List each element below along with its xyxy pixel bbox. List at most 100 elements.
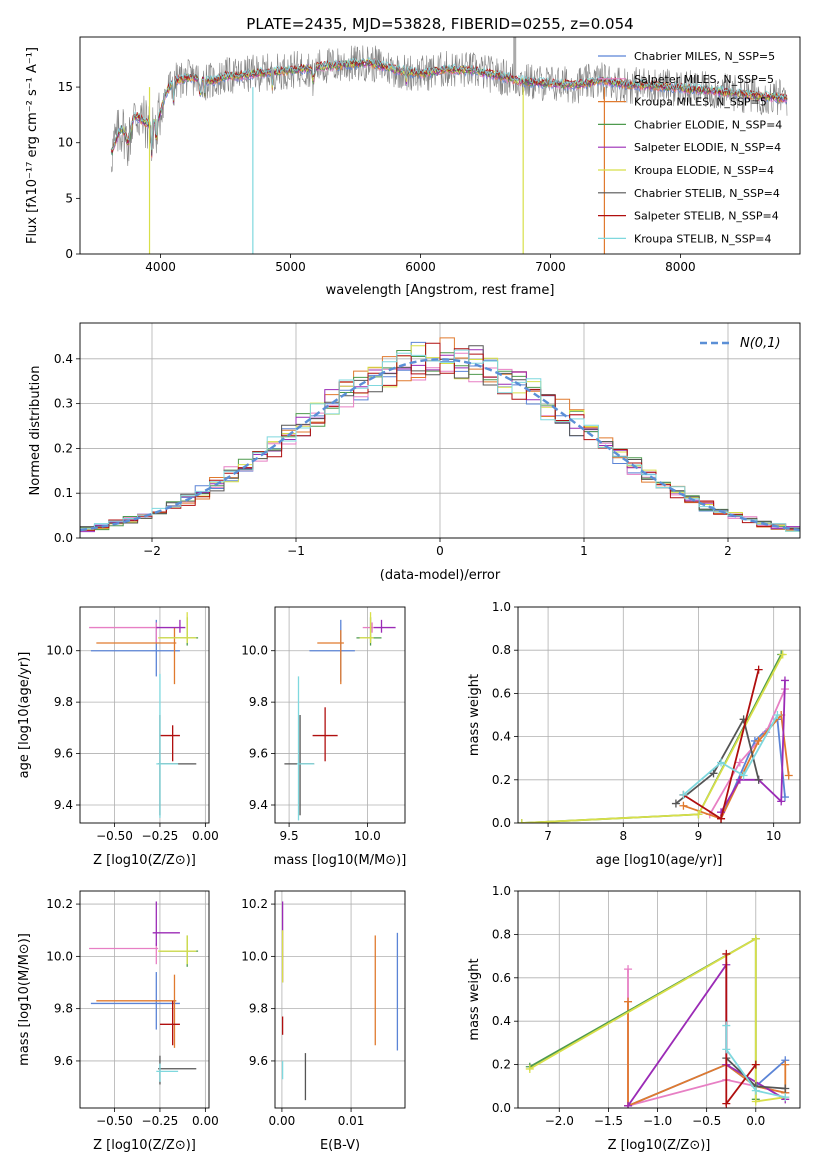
weight-line-kroupa-miles xyxy=(683,712,790,820)
x-tick-label: −0.50 xyxy=(96,829,133,843)
y-tick-label: 0 xyxy=(65,247,73,261)
weight-marker-kroupa-elodie xyxy=(751,934,760,943)
weight-marker-chabrier-stelib xyxy=(781,1084,790,1093)
y-tick-label: 0.0 xyxy=(54,531,73,545)
y-tick-label: 0.4 xyxy=(492,730,511,744)
y-tick-label: 0.2 xyxy=(492,1058,511,1072)
y-axis-label: age [log10(age/yr)] xyxy=(17,652,32,779)
weight-marker-kroupa-miles xyxy=(624,997,633,1006)
weight-marker-kroupa-stelib xyxy=(751,1086,760,1095)
weight-marker-kroupa-elodie xyxy=(751,1097,760,1106)
age-vs-mass-panel: 9.5 10.0 9.4 9.6 9.8 10.0 mass [log10(M/M⊙)] xyxy=(241,606,407,868)
x-tick-label: 2 xyxy=(724,544,732,558)
weight-marker-kroupa-miles xyxy=(754,736,763,745)
weight-marker-kroupa-elodie xyxy=(525,1064,534,1073)
y-tick-label: 0.3 xyxy=(54,397,73,411)
weight-line-chabrier-stelib xyxy=(675,716,760,805)
weight-marker-kroupa-miles xyxy=(784,771,793,780)
mass-weight-vs-metallicity-panel-plot-area xyxy=(525,934,790,1108)
weight-marker-salpeter-stelib xyxy=(722,949,731,958)
weight-line-chabrier-elodie xyxy=(529,937,757,1100)
mass-vs-extinction-panel-plot-area xyxy=(281,901,399,1101)
y-tick-label: 0.4 xyxy=(54,352,73,366)
legend-label: Chabrier MILES, N_SSP=5 xyxy=(634,50,775,63)
weight-line-kroupa-stelib xyxy=(682,714,779,796)
y-tick-label: 0.2 xyxy=(492,773,511,787)
x-tick-label: 1 xyxy=(580,544,588,558)
y-tick-label: 0.8 xyxy=(492,643,511,657)
x-tick-label: 0.0 xyxy=(746,1114,765,1128)
legend-label: Salpeter STELIB, N_SSP=4 xyxy=(634,210,779,223)
y-tick-label: 0.0 xyxy=(492,1101,511,1115)
x-tick-label: −1.5 xyxy=(594,1114,623,1128)
spectrum-panel: 4000 5000 6000 7000 8000 0 5 10 15 PLATE=2435, MJ… xyxy=(25,15,801,298)
x-tick-label: −0.5 xyxy=(692,1114,721,1128)
mass-vs-metallicity-panel-plot-area xyxy=(89,901,199,1085)
y-tick-label: 0.2 xyxy=(54,441,73,455)
legend-label: Kroupa ELODIE, N_SSP=4 xyxy=(634,164,774,177)
age-vs-mass-panel-plot-area xyxy=(284,612,396,821)
y-tick-label: 0.0 xyxy=(492,816,511,830)
legend-label: Chabrier ELODIE, N_SSP=4 xyxy=(634,118,782,131)
model-spectrum-kroupa-stelib xyxy=(110,56,788,151)
axes-frame xyxy=(79,322,801,539)
axes-frame xyxy=(274,890,406,1109)
x-tick-label: −1 xyxy=(287,544,305,558)
y-tick-label: 5 xyxy=(65,191,73,205)
histogram-plot-area xyxy=(80,337,800,538)
weight-marker-kroupa-stelib xyxy=(722,1045,731,1054)
x-tick-label: 0.01 xyxy=(338,1114,365,1128)
legend-label: Kroupa MILES, N_SSP=5 xyxy=(634,96,767,109)
y-tick-label: 9.6 xyxy=(249,1054,268,1068)
chart-title: PLATE=2435, MJD=53828, FIBERID=0255, z=0… xyxy=(246,15,633,33)
axes-frame xyxy=(79,36,801,255)
x-tick-label: 0.00 xyxy=(192,1114,219,1128)
x-tick-label: −0.25 xyxy=(142,1114,179,1128)
x-tick-label: 0.00 xyxy=(192,829,219,843)
x-tick-label: 7 xyxy=(544,829,552,843)
weight-marker-salpeter-miles xyxy=(735,758,744,767)
y-axis-label: Normed distribution xyxy=(28,366,43,496)
weight-marker-chabrier-miles xyxy=(780,793,789,802)
weight-marker-salpeter-elodie xyxy=(735,775,744,784)
axes-frame xyxy=(274,606,406,824)
x-tick-label: 8 xyxy=(619,829,627,843)
y-tick-label: 10.0 xyxy=(46,949,73,963)
y-tick-label: 9.4 xyxy=(249,798,268,812)
weight-marker-kroupa-stelib xyxy=(722,1021,731,1030)
legend-label: Salpeter ELODIE, N_SSP=4 xyxy=(634,141,781,154)
mass-weight-vs-age-panel-plot-area xyxy=(518,650,793,823)
x-axis-label: age [log10(age/yr)] xyxy=(596,853,723,868)
weight-marker-salpeter-elodie xyxy=(777,797,786,806)
x-tick-label: 9 xyxy=(695,829,703,843)
x-tick-label: 0 xyxy=(436,544,444,558)
axes-frame xyxy=(79,606,210,824)
mass-weight-vs-metallicity-panel: −2.0 −1.5 −1.0 −0.5 0.0 0.0 0.2 0.4 0.6 0.8 1.0 Z [… xyxy=(467,884,801,1153)
y-tick-label: 9.8 xyxy=(249,1002,268,1016)
y-tick-label: 9.8 xyxy=(54,1002,73,1016)
weight-marker-salpeter-stelib xyxy=(754,665,763,674)
legend: Chabrier MILES, N_SSP=5 Salpeter MILES, N… xyxy=(598,50,782,245)
x-axis-label: Z [log10(Z/Z⊙)] xyxy=(93,1138,196,1153)
x-axis-label: Z [log10(Z/Z⊙)] xyxy=(93,853,196,868)
x-tick-label: −2.0 xyxy=(545,1114,574,1128)
weight-marker-chabrier-stelib xyxy=(754,775,763,784)
x-axis-label: wavelength [Angstrom, rest frame] xyxy=(326,283,555,298)
legend-label: Salpeter MILES, N_SSP=5 xyxy=(634,73,774,86)
y-tick-label: 9.8 xyxy=(54,695,73,709)
age-vs-metallicity-panel-plot-area xyxy=(89,612,199,818)
weight-marker-salpeter-miles xyxy=(624,965,633,974)
weight-marker-kroupa-stelib xyxy=(739,771,748,780)
x-axis-label: mass [log10(M/M⊙)] xyxy=(274,853,407,868)
weight-line-kroupa-stelib xyxy=(725,1025,786,1099)
y-tick-label: 10.2 xyxy=(241,897,268,911)
weight-marker-kroupa-miles xyxy=(679,801,688,810)
axes-frame xyxy=(79,890,210,1109)
histogram-kroupa-stelib xyxy=(80,349,800,538)
weight-marker-salpeter-stelib xyxy=(751,1060,760,1069)
legend-label: Chabrier STELIB, N_SSP=4 xyxy=(634,187,780,200)
weight-marker-kroupa-stelib xyxy=(781,1093,790,1102)
residual-histogram-panel: −2 −1 0 1 2 0.0 0.1 0.2 0.3 0.4 (data-model)/error… xyxy=(28,322,801,583)
mass-vs-metallicity-panel: −0.50 −0.25 0.00 9.6 9.8 10.0 10.2 Z [log10(Z/Z… xyxy=(17,890,219,1153)
